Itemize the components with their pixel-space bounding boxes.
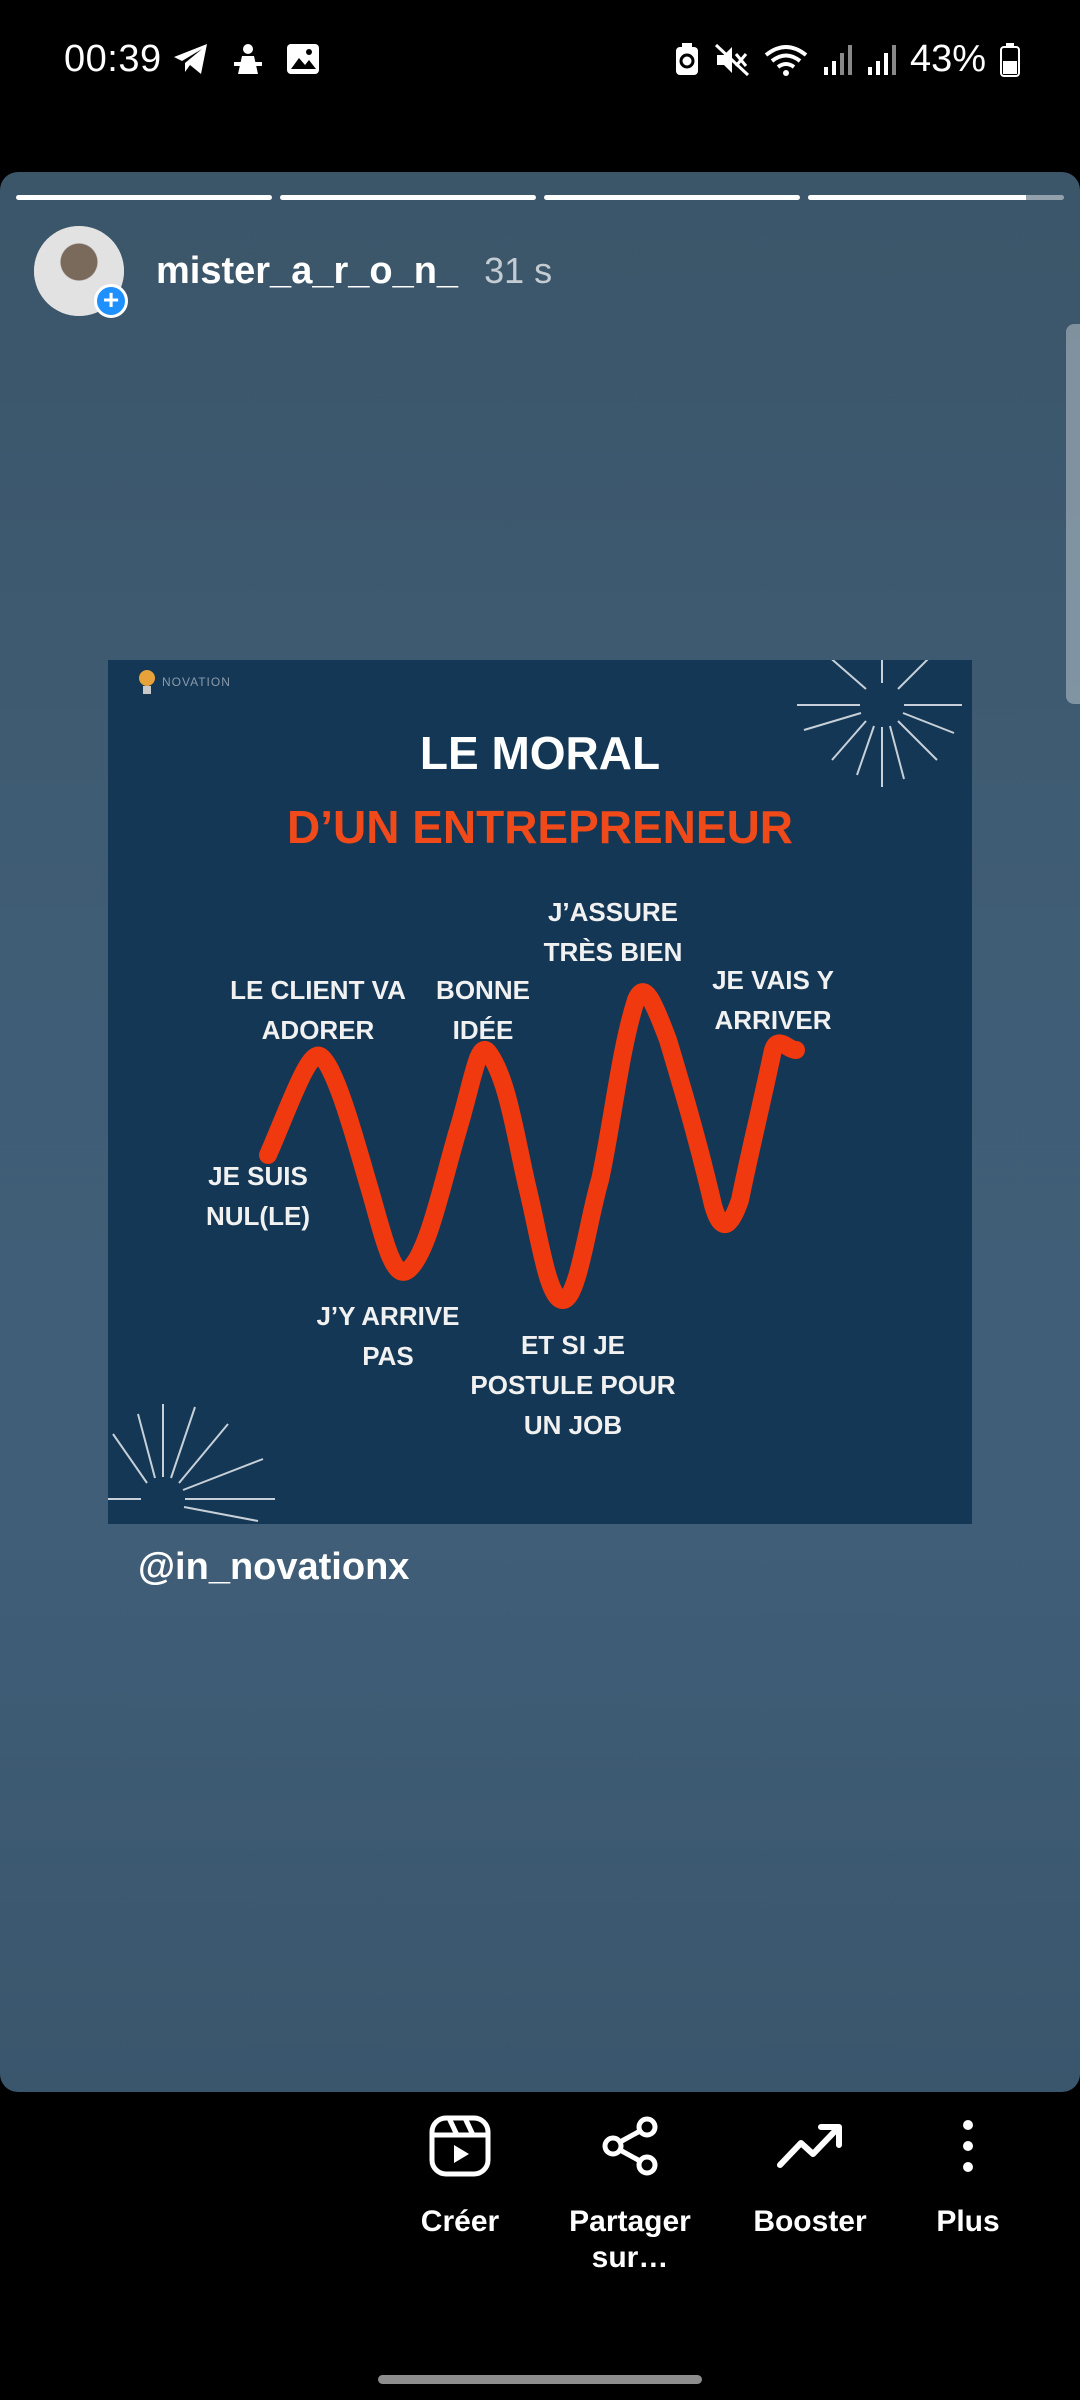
starburst-decoration: [108, 1404, 275, 1522]
story-header: + mister_a_r_o_n_ 31 s: [34, 226, 553, 318]
label-bonne: BONNE IDÉE: [436, 975, 530, 1045]
gallery-icon: [286, 42, 320, 76]
label-je-vais: JE VAIS Y ARRIVER: [712, 965, 834, 1035]
share-button[interactable]: Partager sur…: [552, 2092, 708, 2276]
post-title: LE MORAL: [419, 727, 661, 779]
progress-segment: [16, 195, 272, 200]
mute-icon: [714, 43, 750, 77]
status-bar: 00:39 43%: [0, 0, 1080, 120]
telegram-icon: [172, 42, 210, 76]
signal-icon: [866, 43, 896, 77]
status-right: 43%: [674, 38, 1020, 81]
story-username[interactable]: mister_a_r_o_n_: [156, 249, 459, 292]
share-icon: [552, 2106, 708, 2186]
progress-segment: [808, 195, 1064, 200]
wellness-icon: [232, 42, 264, 76]
home-indicator[interactable]: [378, 2375, 702, 2384]
lightbulb-icon: [139, 670, 155, 694]
share-label: Partager sur…: [569, 2205, 691, 2274]
story-progress: [16, 195, 1064, 200]
battery-percent: 43%: [909, 38, 986, 80]
add-story-icon[interactable]: +: [94, 284, 128, 318]
mention-sticker[interactable]: @in_novationx: [138, 1546, 410, 1588]
mood-wave-line: [259, 983, 805, 1309]
reels-icon: [400, 2106, 520, 2186]
create-label: Créer: [420, 2205, 500, 2238]
progress-segment: [280, 195, 536, 200]
shared-post[interactable]: NOVATION LE MORAL D’UN ENTREPRENE: [108, 660, 972, 1524]
boost-label: Booster: [753, 2205, 867, 2238]
trending-up-icon: [745, 2106, 875, 2186]
label-jassure: J’ASSURE TRÈS BIEN: [543, 897, 683, 967]
label-client: LE CLIENT VA ADORER: [230, 975, 406, 1045]
story-time-ago: 31 s: [484, 250, 553, 291]
story-viewer[interactable]: + mister_a_r_o_n_ 31 s NOVATION: [0, 172, 1080, 2092]
avatar[interactable]: +: [34, 226, 128, 318]
logo-text: NOVATION: [162, 675, 231, 689]
post-logo: NOVATION: [136, 668, 231, 696]
label-je-suis: JE SUIS NUL(LE): [206, 1161, 310, 1231]
scroll-handle[interactable]: [1066, 324, 1080, 704]
post-subtitle: D’UN ENTREPRENEUR: [286, 801, 794, 853]
more-vertical-icon: [918, 2106, 1018, 2186]
battery-icon: [1000, 42, 1020, 77]
battery-saver-icon: [674, 42, 700, 77]
wifi-icon: [764, 43, 808, 77]
progress-segment: [544, 195, 800, 200]
status-time: 00:39: [64, 38, 162, 80]
story-actions: Créer Partager sur… Booster Plus: [0, 2092, 1080, 2400]
label-et-si: ET SI JE POSTULE POUR UN JOB: [470, 1330, 676, 1440]
starburst-decoration: [797, 660, 962, 787]
label-jy-arrive: J’Y ARRIVE PAS: [316, 1301, 460, 1371]
more-label: Plus: [936, 2205, 1000, 2238]
more-button[interactable]: Plus: [918, 2092, 1018, 2240]
notification-icons: [172, 42, 320, 76]
create-button[interactable]: Créer: [400, 2092, 520, 2240]
signal-icon: [822, 43, 852, 77]
boost-button[interactable]: Booster: [745, 2092, 875, 2240]
